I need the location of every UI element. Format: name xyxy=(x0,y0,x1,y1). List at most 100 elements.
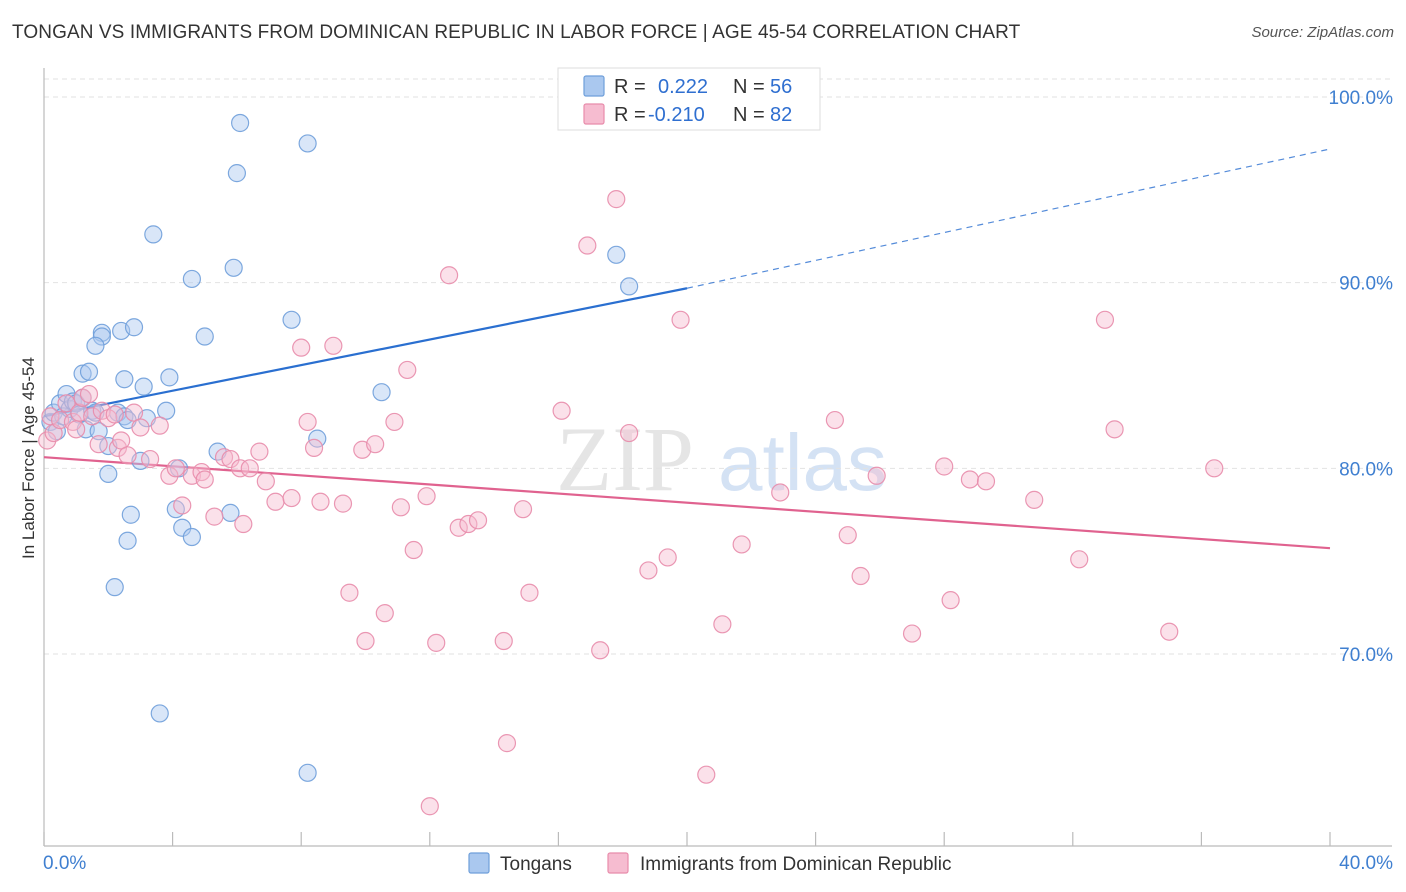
point-dominican xyxy=(671,310,690,329)
point-dominican xyxy=(131,418,150,437)
legend-swatch-dominican xyxy=(607,852,629,874)
point-dominican xyxy=(513,500,533,519)
point-dominican xyxy=(1160,622,1179,641)
point-dominican xyxy=(459,514,478,534)
trend-line-tongans-extension xyxy=(686,148,1331,289)
point-dominican xyxy=(333,494,353,513)
trend-lines xyxy=(43,148,1331,550)
point-dominican xyxy=(935,457,954,476)
point-dominican xyxy=(420,797,439,816)
stats-n-label-tongans: N = xyxy=(733,76,765,98)
point-dominican xyxy=(221,449,240,469)
point-tongans xyxy=(195,327,214,346)
point-dominican xyxy=(256,472,275,491)
stats-r-label-dominican: R = xyxy=(614,104,646,126)
point-dominican xyxy=(375,604,394,623)
point-dominican xyxy=(1070,550,1089,569)
point-dominican xyxy=(214,448,234,467)
point-dominican xyxy=(449,518,468,537)
point-dominican xyxy=(1025,490,1044,509)
y-tick-label: 90.0% xyxy=(1339,274,1393,295)
point-tongans xyxy=(607,245,626,264)
point-dominican xyxy=(266,492,285,511)
x-tick-label-max: 40.0% xyxy=(1339,853,1393,874)
watermark-atlas: atlas xyxy=(718,418,887,507)
point-dominican xyxy=(160,466,179,485)
point-dominican xyxy=(552,401,571,420)
point-tongans xyxy=(182,269,201,289)
point-tongans xyxy=(121,505,140,524)
point-dominican xyxy=(140,449,160,469)
point-dominican xyxy=(941,591,960,610)
point-tongans xyxy=(298,763,317,782)
point-dominican xyxy=(732,535,751,554)
point-dominican xyxy=(385,412,404,432)
stats-swatch-tongans xyxy=(583,75,605,97)
point-dominican xyxy=(195,470,214,489)
point-dominican xyxy=(166,459,185,478)
point-dominican xyxy=(497,734,517,753)
point-dominican xyxy=(391,498,410,517)
stats-n-label-dominican: N = xyxy=(733,104,765,126)
point-dominican xyxy=(38,431,57,450)
point-dominican xyxy=(867,466,886,485)
chart-source: Source: ZipAtlas.com xyxy=(1251,24,1394,41)
point-dominican xyxy=(282,488,301,508)
point-tongans xyxy=(227,164,246,183)
gridlines: 70.0% 80.0% 90.0% 100.0% xyxy=(44,78,1394,666)
point-tongans xyxy=(160,368,179,387)
point-tongans xyxy=(173,518,192,537)
point-tongans xyxy=(282,310,301,329)
point-dominican xyxy=(713,615,732,634)
point-dominican xyxy=(639,561,658,580)
point-dominican xyxy=(851,566,870,586)
point-dominican xyxy=(494,631,513,651)
point-dominican xyxy=(366,435,385,454)
y-tick-label: 70.0% xyxy=(1339,645,1393,666)
stats-r-value-dominican: -0.210 xyxy=(648,104,705,126)
point-tongans xyxy=(86,336,105,355)
point-dominican xyxy=(620,423,639,443)
point-dominican xyxy=(57,394,76,413)
point-dominican xyxy=(417,487,436,506)
point-dominican xyxy=(439,266,459,285)
point-dominican xyxy=(324,336,343,355)
point-dominican xyxy=(1105,420,1124,439)
point-tongans xyxy=(73,364,92,383)
point-dominican xyxy=(1205,459,1224,478)
point-dominican xyxy=(150,416,169,435)
point-tongans xyxy=(620,277,639,296)
point-dominican xyxy=(976,472,996,491)
point-dominican xyxy=(825,410,844,430)
point-dominican xyxy=(67,420,86,439)
series-dominican-points xyxy=(38,190,1224,816)
y-tick-label: 80.0% xyxy=(1339,459,1393,480)
bottom-legend: Tongans Immigrants from Dominican Republ… xyxy=(468,852,952,875)
point-dominican xyxy=(658,548,677,567)
axes xyxy=(43,68,1392,847)
point-tongans xyxy=(134,377,153,396)
point-dominican xyxy=(838,526,857,545)
point-dominican xyxy=(607,190,626,209)
y-tick-label: 100.0% xyxy=(1329,88,1394,109)
point-dominican xyxy=(697,765,716,784)
point-dominican xyxy=(79,384,99,404)
stats-n-value-dominican: 82 xyxy=(770,104,792,126)
y-axis-title: In Labor Force | Age 45-54 xyxy=(19,357,38,559)
point-dominican xyxy=(356,631,375,651)
point-dominican xyxy=(205,507,224,526)
point-tongans xyxy=(224,258,243,277)
point-dominican xyxy=(902,624,922,643)
point-dominican xyxy=(1095,310,1115,329)
stats-n-value-tongans: 56 xyxy=(770,76,792,98)
point-dominican xyxy=(591,641,610,660)
point-tongans xyxy=(105,578,124,597)
point-dominican xyxy=(304,438,324,458)
point-dominican xyxy=(427,633,446,652)
point-dominican xyxy=(340,583,359,602)
point-dominican xyxy=(105,405,124,424)
legend-label-tongans: Tongans xyxy=(500,854,572,875)
point-dominican xyxy=(578,236,597,255)
point-tongans xyxy=(298,134,317,153)
